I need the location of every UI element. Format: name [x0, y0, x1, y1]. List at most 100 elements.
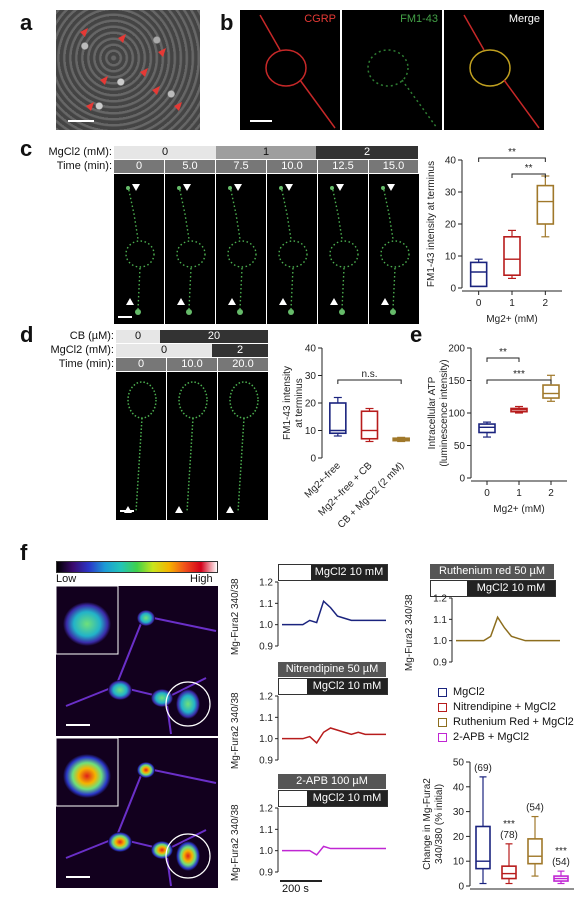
- y-tick-label: 30: [445, 188, 457, 199]
- c-frame: [165, 174, 215, 324]
- y-tick-label: 200: [448, 344, 465, 355]
- group-label: (54): [526, 803, 544, 814]
- significance-bracket: [478, 157, 546, 162]
- y-tick-label: 40: [305, 344, 317, 355]
- y-axis-label: FM1-43 intensity: [282, 366, 293, 440]
- d-frame: [167, 372, 217, 520]
- arrowhead-icon: [177, 298, 185, 305]
- d-mgcl2-0: 0: [116, 344, 212, 357]
- legend-swatch: [438, 688, 447, 697]
- y-tick-label: 50: [453, 758, 465, 769]
- channel-label-fm143: FM1-43: [400, 13, 438, 25]
- d-time-2: 20.0: [218, 358, 268, 371]
- significance-label: ***: [513, 369, 525, 380]
- f-image-after: [56, 738, 218, 888]
- y-tick-label: 1.0: [259, 846, 273, 857]
- y-tick-label: 30: [305, 371, 317, 382]
- c-row1-label: MgCl2 (mM):: [48, 146, 112, 158]
- y-tick-label: 150: [448, 376, 465, 387]
- box: [527, 838, 543, 865]
- significance-bracket: [486, 379, 552, 384]
- channel-label-cgrp: CGRP: [304, 13, 336, 25]
- arrowhead-icon: [132, 184, 140, 191]
- trace-plot-2apb: 0.9 1.0 1.1 1.2 Mg-Fura2 340/380: [230, 804, 386, 881]
- panel-label-c: c: [20, 136, 33, 161]
- trace-line: [282, 599, 386, 626]
- legend-swatch: [438, 733, 447, 742]
- y-tick-label: 1.1: [433, 615, 447, 626]
- colorbar-high-label: High: [190, 573, 213, 585]
- d-cb-20: 20: [160, 330, 268, 343]
- c-frame: [369, 174, 419, 324]
- scale-bar: [66, 876, 90, 878]
- panel-label-e: e: [410, 322, 423, 347]
- y-tick-label: 100: [448, 409, 465, 420]
- colorbar-low-label: Low: [56, 573, 77, 585]
- group-label: (54): [552, 857, 570, 868]
- arrowhead-icon: [285, 184, 293, 191]
- x-tick-label: 1: [516, 488, 522, 499]
- d-row2-label: MgCl2 (mM):: [50, 344, 114, 356]
- c-time-5: 15.0: [369, 160, 418, 173]
- x-axis-label: Mg2+ (mM): [493, 504, 544, 515]
- legend-label: Ruthenium Red + MgCl2: [453, 716, 574, 728]
- x-axis-label: Mg2+ (mM): [486, 314, 537, 325]
- y-tick-label: 1.0: [433, 636, 447, 647]
- scale-bar: [118, 316, 132, 318]
- y-tick-label: 0: [459, 474, 465, 485]
- trace-line: [282, 727, 386, 745]
- panel-b-fm143-image: FM1-43: [342, 10, 442, 130]
- y-axis-label: FM1-43 intensity at terminus: [426, 161, 437, 287]
- y-tick-label: 0.9: [259, 756, 273, 767]
- arrowhead-icon: [175, 506, 183, 513]
- arrowhead-icon: [234, 184, 242, 191]
- y-axis-label: Mg-Fura2 340/380: [230, 692, 241, 769]
- group-label: (78): [500, 830, 518, 841]
- trace2-header: MgCl2 10 mM: [307, 679, 387, 694]
- y-tick-label: 1.2: [259, 804, 273, 815]
- y-tick-label: 40: [453, 782, 465, 793]
- y-axis-label: at terminus: [294, 378, 305, 427]
- legend-item: 2-APB + MgCl2: [438, 730, 574, 745]
- trace1-header-box: MgCl2 10 mM: [278, 564, 388, 581]
- arrowhead-icon: [228, 298, 236, 305]
- x-tick-label: 2: [548, 488, 554, 499]
- c-time-4: 12.5: [318, 160, 368, 173]
- time-scale-label: 200 s: [282, 883, 309, 895]
- y-tick-label: 0.9: [433, 658, 447, 669]
- legend-item: Ruthenium Red + MgCl2: [438, 715, 574, 730]
- trace-line: [282, 845, 386, 856]
- significance-label: n.s.: [361, 369, 377, 380]
- c-frame: [318, 174, 368, 324]
- y-axis-label: Mg-Fura2 340/380: [230, 578, 241, 655]
- c-row2-label: Time (min):: [56, 160, 112, 172]
- arrowhead-icon: [381, 298, 389, 305]
- arrowhead-icon: [126, 298, 134, 305]
- c-time-3: 10.0: [267, 160, 317, 173]
- legend-label: Nitrendipine + MgCl2: [453, 701, 557, 713]
- f-image-before: [56, 586, 218, 736]
- scale-bar: [66, 724, 90, 726]
- d-row1-label: CB (µM):: [69, 330, 114, 342]
- y-tick-label: 1.2: [259, 578, 273, 589]
- chart-c: 0 10 20 30 40 0 1 2 ** ** FM1-43 intensity at term…: [426, 148, 562, 325]
- panel-label-d: d: [20, 322, 34, 347]
- legend-swatch: [438, 703, 447, 712]
- c-frame: [267, 174, 317, 324]
- significance-bracket: [337, 379, 402, 384]
- trace3-header-box: MgCl2 10 mM: [278, 790, 388, 807]
- d-cb-0: 0: [116, 330, 160, 343]
- legend-label: 2-APB + MgCl2: [453, 731, 530, 743]
- c-mgcl2-0: 0: [114, 146, 216, 159]
- legend-label: MgCl2: [453, 686, 485, 698]
- significance-label: **: [508, 148, 516, 158]
- panel-a-arrows: [80, 28, 182, 111]
- trace4-header-box: MgCl2 10 mM: [430, 580, 556, 597]
- y-tick-label: 10: [445, 252, 457, 263]
- f-legend: MgCl2 Nitrendipine + MgCl2 Ruthenium Red +…: [438, 685, 574, 745]
- y-tick-label: 0.9: [259, 868, 273, 879]
- panel-label-b: b: [220, 10, 234, 35]
- y-tick-label: 50: [454, 441, 466, 452]
- y-tick-label: 1.1: [259, 713, 273, 724]
